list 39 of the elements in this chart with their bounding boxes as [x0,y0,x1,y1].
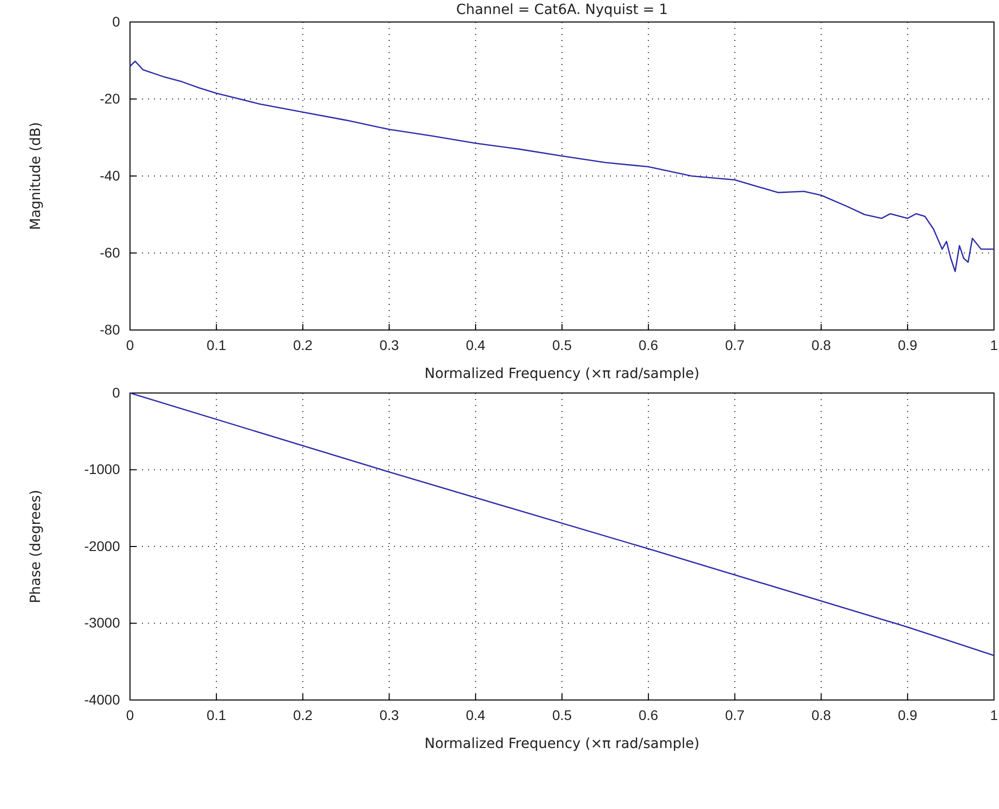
x-tick-label: 0 [126,336,134,353]
y-tick-label: -1000 [84,461,120,478]
x-tick-label: 0.9 [898,706,918,723]
y-tick-label: 0 [112,384,120,400]
x-tick-label: 0.5 [552,336,572,353]
x-tick-label: 0.3 [379,336,400,353]
x-tick-label: 0.3 [379,706,400,723]
y-tick-label: -80 [100,321,120,338]
x-tick-label: 0 [126,706,134,723]
x-tick-label: 0.4 [466,706,486,723]
x-tick-label: 0.6 [638,336,658,353]
y-tick-label: -2000 [84,538,120,554]
y-tick-label: 0 [112,13,120,30]
y-tick-label: -60 [100,244,120,260]
chart-title: Channel = Cat6A. Nyquist = 1 [456,2,668,18]
y-tick-label: -20 [100,90,120,106]
x-tick-label: 0.1 [206,706,226,723]
x-tick-label: 0.7 [725,336,745,353]
x-tick-label: 0.8 [811,706,832,723]
y-axis-title: Phase (degrees) [28,490,44,604]
x-tick-label: 1 [990,706,998,723]
x-tick-label: 0.6 [638,706,658,723]
x-tick-label: 0.8 [811,336,832,353]
x-tick-label: 0.4 [466,336,486,353]
y-tick-label: -40 [100,167,120,184]
y-axis-title: Magnitude (dB) [28,122,44,230]
y-tick-label: -3000 [84,614,120,631]
x-tick-label: 0.2 [293,336,313,353]
x-tick-label: 0.5 [552,706,572,723]
x-tick-label: 0.9 [898,336,918,353]
x-tick-label: 0.7 [725,706,745,723]
x-axis-title: Normalized Frequency (×π rad/sample) [424,366,700,382]
x-tick-label: 0.1 [206,336,226,353]
y-tick-label: -4000 [84,691,120,708]
x-tick-label: 0.2 [293,706,313,723]
line-series [129,60,995,272]
x-tick-label: 1 [990,336,998,353]
x-axis-title: Normalized Frequency (×π rad/sample) [424,736,700,752]
line-series [129,392,995,656]
